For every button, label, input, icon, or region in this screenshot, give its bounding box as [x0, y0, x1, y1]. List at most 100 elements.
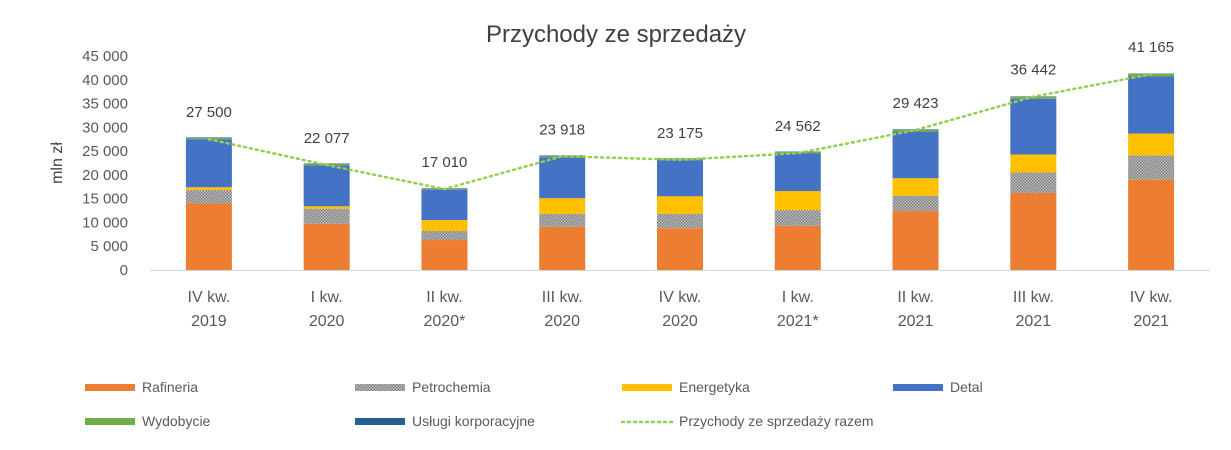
y-tick-label: 30 000	[82, 119, 128, 136]
total-data-label: 22 077	[304, 130, 350, 147]
legend-label: Petrochemia	[412, 379, 491, 395]
total-data-label: 27 500	[186, 104, 232, 121]
legend-swatch	[355, 384, 405, 391]
bar-segment-petrochemia	[774, 210, 821, 226]
chart-title: Przychody ze sprzedaży	[486, 21, 746, 48]
bar-segment-energetyka	[421, 220, 468, 232]
x-tick-label: 2021	[1133, 313, 1169, 330]
bar-segment-rafineria	[185, 203, 232, 270]
total-data-labels: 27 500 22 077 17 010 23 918 23 175 24 562 29 4…	[186, 39, 1174, 171]
x-tick-label: I kw.	[782, 289, 814, 306]
x-tick-label: III kw.	[542, 289, 583, 306]
bar-segment-energetyka	[892, 178, 939, 196]
x-tick-label: IV kw.	[188, 289, 231, 306]
x-tick-label: 2020	[544, 313, 580, 330]
y-tick-label: 35 000	[82, 96, 128, 113]
x-tick-label: 2021*	[777, 313, 819, 330]
bar-segment-energetyka	[657, 196, 703, 214]
legend-swatch	[85, 418, 135, 425]
bar-segment-detal	[657, 160, 703, 197]
bar-segment-rafineria	[1010, 192, 1057, 270]
total-data-label: 24 562	[775, 118, 821, 135]
legend-label: Przychody ze sprzedaży razem	[679, 413, 874, 429]
bar-segment-detal	[185, 139, 232, 188]
bar-segment-detal	[1128, 76, 1175, 134]
legend-item: Detal	[893, 379, 983, 395]
bar-segment-energetyka	[1128, 133, 1175, 156]
bar-segment-wydobycie	[892, 129, 939, 132]
bar-segment-rafineria	[539, 226, 586, 270]
legend-item: Rafineria	[85, 379, 198, 395]
x-tick-label: III kw.	[1013, 289, 1054, 306]
bar-segment-detal	[774, 153, 821, 192]
bar-segment-detal	[1010, 98, 1057, 155]
x-tick-label: I kw.	[311, 289, 343, 306]
legend-label: Rafineria	[142, 379, 198, 395]
total-data-label: 41 165	[1128, 39, 1174, 56]
x-tick-label: II kw.	[897, 289, 933, 306]
x-tick-label: 2020	[309, 313, 345, 330]
y-tick-label: 45 000	[82, 48, 128, 65]
y-tick-label: 0	[120, 262, 128, 279]
bar-segment-detal	[892, 131, 939, 179]
y-axis-ticks: 0 5 000 10 000 15 000 20 000 25 000 30 000 35 0…	[82, 48, 128, 279]
y-tick-label: 10 000	[82, 214, 128, 231]
total-data-label: 23 175	[657, 125, 703, 142]
bar-segment-petrochemia	[185, 190, 232, 204]
bar-segment-detal	[303, 165, 350, 207]
bar-segment-detal	[539, 157, 586, 199]
y-tick-label: 15 000	[82, 191, 128, 208]
bar-segment-rafineria	[303, 223, 350, 270]
bar-segment-rafineria	[774, 225, 821, 270]
total-line-group	[207, 72, 1153, 191]
y-tick-label: 25 000	[82, 143, 128, 160]
legend: Rafineria Petrochemia Energetyka Detal Wydob…	[85, 379, 983, 429]
legend-label: Usługi korporacyjne	[412, 413, 535, 429]
total-data-label: 23 918	[539, 121, 585, 138]
legend-swatch	[355, 418, 405, 425]
bar-segment-energetyka	[774, 191, 821, 211]
x-tick-label: II kw.	[426, 289, 462, 306]
x-tick-label: IV kw.	[659, 289, 702, 306]
y-axis-label: mln zł	[49, 142, 66, 184]
bar-segment-petrochemia	[421, 231, 468, 241]
x-tick-label: 2021	[1016, 313, 1052, 330]
bar-segment-petrochemia	[303, 208, 350, 224]
legend-swatch	[85, 384, 135, 391]
bar-segment-rafineria	[421, 240, 468, 270]
legend-label: Energetyka	[679, 379, 750, 395]
legend-swatch	[622, 384, 672, 391]
legend-item: Usługi korporacyjne	[355, 413, 535, 429]
bars-group	[185, 73, 1175, 270]
bar-segment-rafineria	[892, 211, 939, 270]
bar-segment-petrochemia	[657, 213, 703, 229]
bar-segment-energetyka	[303, 206, 350, 209]
bar-segment-energetyka	[539, 198, 586, 214]
bar-segment-rafineria	[1128, 179, 1175, 270]
y-tick-label: 40 000	[82, 72, 128, 89]
legend-swatch	[893, 384, 943, 391]
y-tick-label: 5 000	[90, 238, 128, 255]
bar-segment-petrochemia	[539, 213, 586, 227]
bar-segment-energetyka	[185, 187, 232, 191]
legend-label: Wydobycie	[142, 413, 211, 429]
legend-item: Petrochemia	[355, 379, 491, 395]
bar-segment-rafineria	[657, 228, 703, 270]
legend-item: Przychody ze sprzedaży razem	[620, 413, 874, 429]
x-tick-label: 2020*	[424, 313, 466, 330]
legend-item: Energetyka	[622, 379, 750, 395]
bar-segment-energetyka	[1010, 154, 1057, 173]
x-tick-label: 2021	[898, 313, 934, 330]
total-line	[207, 72, 1153, 191]
y-tick-label: 20 000	[82, 167, 128, 184]
x-axis-labels: IV kw. 2019 I kw. 2020 II kw. 2020* III kw. 202…	[188, 289, 1173, 330]
bar-segment-petrochemia	[892, 195, 939, 212]
bar-segment-detal	[421, 189, 468, 221]
x-tick-label: 2019	[191, 313, 227, 330]
total-data-label: 17 010	[421, 154, 467, 171]
legend-item: Wydobycie	[85, 413, 211, 429]
total-data-label: 36 442	[1010, 62, 1056, 79]
legend-label: Detal	[950, 379, 983, 395]
